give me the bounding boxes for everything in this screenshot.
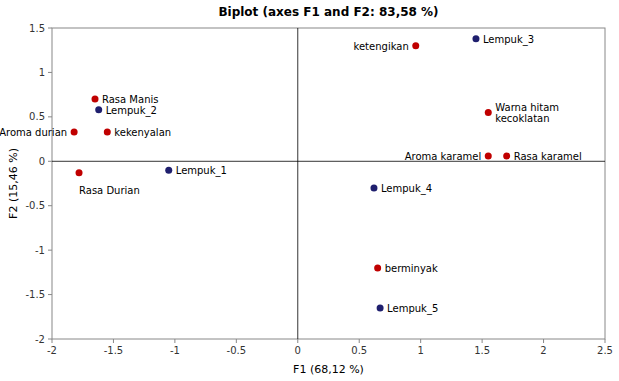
point-label: kekenyalan <box>114 126 171 137</box>
point-label-line: Aroma karamel <box>405 150 482 161</box>
title: Biplot (axes F1 and F2: 83,58 %) <box>218 5 438 19</box>
point <box>104 128 111 135</box>
point-label: Lempuk_1 <box>176 165 227 177</box>
point <box>472 35 479 42</box>
point-label-line: Lempuk_5 <box>387 302 438 314</box>
y-tick-label: 0 <box>39 156 45 167</box>
y-tick-label: -1.5 <box>25 289 45 300</box>
x-tick-label: 2 <box>540 345 546 356</box>
point-label-line: Warna hitam <box>495 101 559 112</box>
point-label: berminyak <box>385 262 438 273</box>
y-tick <box>48 205 52 206</box>
x-tick <box>297 339 298 343</box>
y-tick <box>48 161 52 162</box>
x-tick <box>543 339 544 343</box>
x-tick <box>420 339 421 343</box>
point-label-line: kecoklatan <box>495 112 549 123</box>
x-tick <box>605 339 606 343</box>
point-label: Aroma karamel <box>405 150 482 161</box>
point-label-line: Lempuk_1 <box>176 165 227 177</box>
point-label: Lempuk_2 <box>106 104 157 116</box>
y-tick <box>48 294 52 295</box>
y-tick-label: 1 <box>39 67 45 78</box>
x-tick-label: 1 <box>417 345 423 356</box>
point <box>503 152 510 159</box>
x-tick <box>359 339 360 343</box>
x-tick-label: 0.5 <box>351 345 367 356</box>
y-tick <box>48 339 52 340</box>
y-axis-label: F2 (15,46 %) <box>7 148 20 219</box>
point <box>370 184 377 191</box>
x-tick-label: 2.5 <box>597 345 613 356</box>
point-label: Rasa Manis <box>102 94 158 105</box>
point <box>92 96 99 103</box>
point <box>485 109 492 116</box>
point <box>485 152 492 159</box>
y-tick <box>48 116 52 117</box>
x-axis-label: F1 (68,12 %) <box>293 363 364 376</box>
point <box>412 42 419 49</box>
point-label-line: Lempuk_4 <box>381 182 432 194</box>
x-tick-label: 0 <box>295 345 301 356</box>
point-label-line: Rasa Durian <box>79 184 140 195</box>
point-label-line: kekenyalan <box>114 126 171 137</box>
plot-frame <box>52 28 605 339</box>
point <box>95 106 102 113</box>
point-label: Rasa karamel <box>514 150 582 161</box>
point-label-line: berminyak <box>385 262 438 273</box>
x-tick <box>113 339 114 343</box>
points <box>71 35 511 311</box>
point <box>377 304 384 311</box>
x-tick-label: -1 <box>170 345 180 356</box>
point-labels: Rasa Manis kekenyalan Aroma durian Rasa Dur… <box>0 33 582 314</box>
x-tick <box>52 339 53 343</box>
y-tick-label: 0.5 <box>29 111 45 122</box>
y-tick <box>48 250 52 251</box>
point <box>76 169 83 176</box>
y-tick <box>48 28 52 29</box>
x-tick <box>482 339 483 343</box>
zero-line-v <box>297 28 298 339</box>
x-tick <box>236 339 237 343</box>
point-label-line: Lempuk_3 <box>483 33 534 45</box>
y-tick <box>48 72 52 73</box>
point-label-line: Lempuk_2 <box>106 104 157 116</box>
point <box>374 264 381 271</box>
x-tick-label: -2 <box>47 345 57 356</box>
x-tick-label: 1.5 <box>474 345 490 356</box>
point-label: ketengikan <box>354 40 409 51</box>
point-label: Rasa Durian <box>79 184 140 195</box>
point-label-line: ketengikan <box>354 40 409 51</box>
chart: -2 -1.5 -1 -0.5 0 0.5 1 1.5 2 2.5 -2 -1.5 -1 -0.5 0 0.5… <box>0 0 619 381</box>
x-tick-label: -1.5 <box>104 345 124 356</box>
point <box>165 167 172 174</box>
point-label: Lempuk_3 <box>483 33 534 45</box>
y-tick-label: -0.5 <box>25 200 45 211</box>
x-tick-label: -0.5 <box>227 345 247 356</box>
point-label: Lempuk_5 <box>387 302 438 314</box>
y-tick-label: -1 <box>35 245 45 256</box>
y-tick-label: -2 <box>35 334 45 345</box>
point-label-line: Rasa Manis <box>102 94 158 105</box>
point-label-line: Aroma durian <box>0 126 67 137</box>
point-label: Lempuk_4 <box>381 182 432 194</box>
point <box>71 128 78 135</box>
point-label-line: Rasa karamel <box>514 150 582 161</box>
point-label: Warna hitamkecoklatan <box>495 101 559 123</box>
y-tick-label: 1.5 <box>29 23 45 34</box>
point-label: Aroma durian <box>0 126 67 137</box>
x-tick <box>174 339 175 343</box>
